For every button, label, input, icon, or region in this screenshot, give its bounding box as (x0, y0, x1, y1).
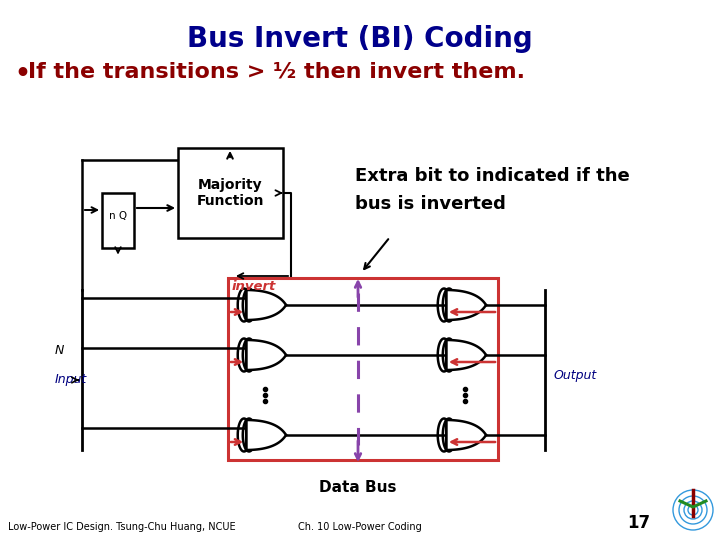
Text: Bus Invert (BI) Coding: Bus Invert (BI) Coding (187, 25, 533, 53)
Text: invert: invert (232, 280, 276, 293)
Bar (178, 148, 283, 238)
Text: Low-Power IC Design. Tsung-Chu Huang, NCUE: Low-Power IC Design. Tsung-Chu Huang, NC… (8, 522, 235, 532)
Bar (228, 278, 498, 460)
Text: Extra bit to indicated if the: Extra bit to indicated if the (355, 167, 630, 185)
Text: Input: Input (55, 374, 87, 387)
Text: Output: Output (553, 368, 596, 381)
Text: If the transitions > ½ then invert them.: If the transitions > ½ then invert them. (28, 62, 525, 82)
Bar (102, 192, 134, 247)
Text: •: • (14, 62, 30, 86)
Text: bus is inverted: bus is inverted (355, 195, 506, 213)
Text: n Q: n Q (109, 211, 127, 221)
Text: Ch. 10 Low-Power Coding: Ch. 10 Low-Power Coding (298, 522, 422, 532)
Text: Majority
Function: Majority Function (197, 178, 264, 208)
Text: Data Bus: Data Bus (319, 480, 397, 495)
Text: 17: 17 (627, 514, 650, 532)
Text: N: N (55, 343, 64, 356)
